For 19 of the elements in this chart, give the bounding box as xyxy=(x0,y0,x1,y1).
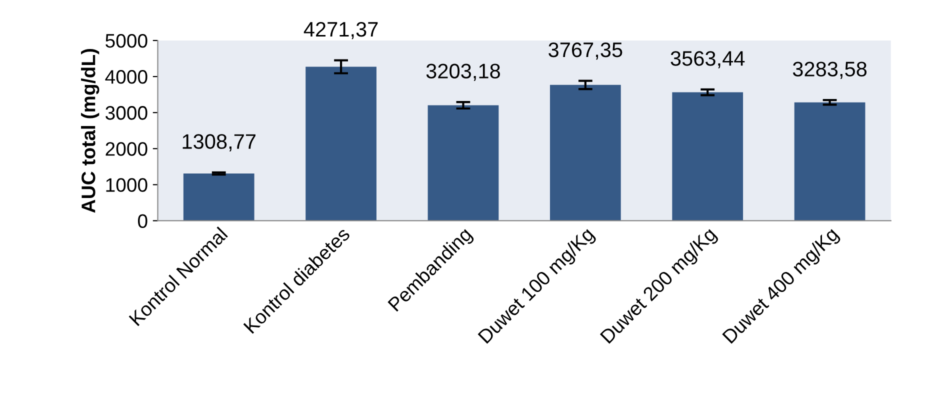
y-tick-label: 3000 xyxy=(106,106,148,120)
bar xyxy=(672,92,744,221)
bar xyxy=(306,66,376,221)
y-tick-label: 5000 xyxy=(106,34,148,48)
data-label: 4271,37 xyxy=(304,22,378,40)
data-label: 3767,35 xyxy=(548,42,622,60)
y-tick-label: 1000 xyxy=(106,178,148,192)
bar xyxy=(550,84,621,221)
data-label: 3283,58 xyxy=(792,62,867,79)
y-tick-label: 2000 xyxy=(106,142,148,156)
data-label: 1308,77 xyxy=(182,134,256,152)
bar xyxy=(794,102,866,221)
data-label: 3563,44 xyxy=(670,51,745,68)
bar xyxy=(428,105,499,221)
data-label: 3203,18 xyxy=(426,64,500,81)
y-tick-label: 4000 xyxy=(105,70,148,84)
bar xyxy=(183,174,254,221)
y-tick-label: 0 xyxy=(138,214,148,228)
y-axis-title: AUC total (mg/dL) xyxy=(81,48,100,213)
